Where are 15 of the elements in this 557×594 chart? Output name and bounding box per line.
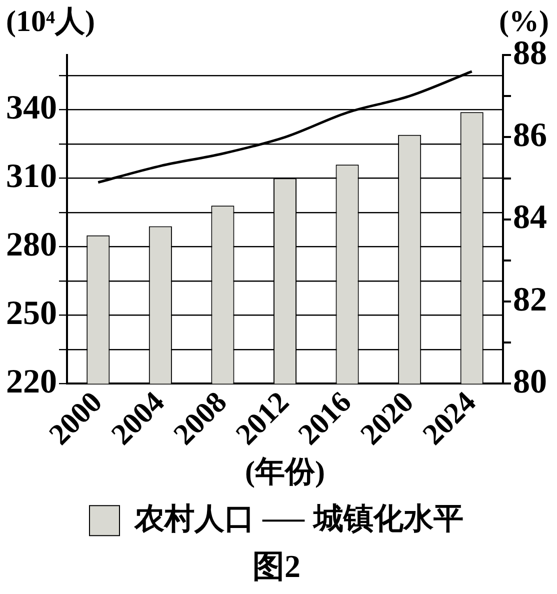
y-axis-title: (10⁴人) [6,4,95,38]
y-tick-label: 340 [6,90,57,127]
y2-axis-title: (%) [499,4,549,38]
y2-tick-label: 80 [513,364,547,400]
text: 图2 [252,548,300,584]
y-tick-label: 280 [6,226,57,264]
legend-label: 农村人口 [134,502,254,536]
y2-tick-label: 82 [513,281,547,318]
y-tick-label: 250 [6,295,57,332]
y-tick-label: 220 [6,364,57,400]
y-tick-label: 310 [6,158,57,196]
y2-tick-label: 84 [513,199,547,236]
x-axis-title: (年份) [245,455,325,488]
legend-label: 城镇化水平 [312,502,464,536]
y2-tick-label: 86 [513,116,547,154]
